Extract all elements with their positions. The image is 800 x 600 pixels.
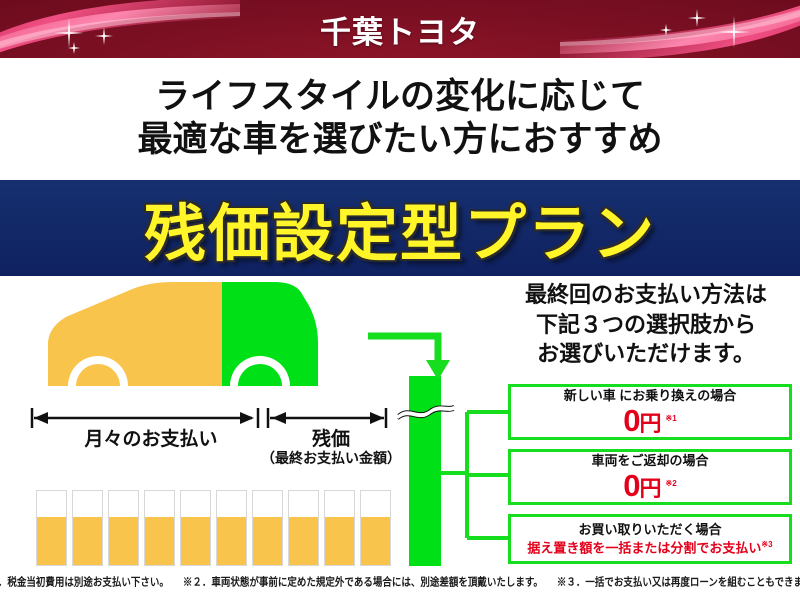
option-bracket [441, 410, 509, 540]
poster-header: 千葉トヨタ [0, 0, 800, 58]
car-silhouette-icon [26, 282, 386, 408]
monthly-payment-label: 月々のお支払い [84, 429, 218, 450]
option-box-trade-in[interactable]: 新しい車 にお乗り換えの場合 0 円 ※1 [508, 384, 792, 440]
option-red-text: 据え置き額を一括または分割でお支払い [527, 540, 762, 556]
amount-number: 0 [623, 467, 640, 503]
bar-month-3 [108, 490, 139, 566]
plan-banner: 残価設定型プラン [0, 180, 800, 276]
amount-unit: 円 [639, 410, 662, 436]
footnote-1: ※１．税金当初費用は別途お支払い下さい。 [0, 576, 169, 589]
option-amount: 0 円 ※1 [623, 405, 676, 436]
diagram-area: 月々のお支払い 残価 （最終お支払い金額） [0, 276, 800, 566]
payment-bar-chart [36, 480, 410, 566]
amount-number: 0 [623, 402, 640, 438]
residual-value-label: 残価 [311, 429, 350, 450]
explainer-line-2: 下記３つの選択肢から [535, 311, 756, 337]
option-box-buyout[interactable]: お買い取りいただく場合 据え置き額を一括または分割でお支払い※3 [508, 514, 792, 564]
bar-month-9 [324, 490, 355, 566]
footnote-row: ※１．税金当初費用は別途お支払い下さい。 ※２．車両状態が事前に定めた規定外であ… [0, 573, 800, 589]
option-footnote-ref: ※3 [761, 539, 773, 549]
bar-month-2 [72, 490, 103, 566]
dimension-arrows [30, 408, 388, 428]
option-box-return[interactable]: 車両をご返却の場合 0 円 ※2 [508, 449, 792, 505]
bar-month-4 [144, 490, 175, 566]
option-title: 車両をご返却の場合 [591, 453, 709, 469]
final-payment-explainer: 最終回のお支払い方法は 下記３つの選択肢から お選びいただけます。 [496, 280, 796, 369]
subhead-line-1: ライフスタイルの変化に応じて [154, 76, 645, 116]
option-title: 新しい車 にお乗り換えの場合 [563, 388, 737, 404]
flow-arrow-icon [368, 332, 450, 380]
bar-month-5 [180, 490, 211, 566]
explainer-line-1: 最終回のお支払い方法は [524, 282, 767, 307]
explainer-line-3: お選びいただけます。 [537, 341, 755, 367]
bar-month-8 [288, 490, 319, 566]
plan-banner-text: 残価設定型プラン [143, 200, 656, 269]
option-amount: 0 円 ※2 [623, 470, 676, 501]
amount-unit: 円 [639, 475, 662, 501]
bar-month-6 [216, 490, 247, 566]
residual-value-sublabel: （最終お支払い金額） [261, 450, 401, 466]
option-red-note: 据え置き額を一括または分割でお支払い※3 [527, 540, 772, 556]
brand-title: 千葉トヨタ [320, 14, 480, 50]
footnote-3: ※３．一括でお支払い又は再度ローンを組むこともできます。 [556, 576, 800, 589]
amount-footnote-ref: ※2 [665, 478, 677, 488]
option-title: お買い取りいただく場合 [578, 522, 722, 538]
amount-footnote-ref: ※1 [665, 413, 677, 423]
bar-month-1 [36, 490, 67, 566]
bar-month-10 [360, 490, 391, 566]
footnotes-bar: ※１．税金当初費用は別途お支払い下さい。 ※２．車両状態が事前に定めた規定外であ… [0, 566, 800, 600]
footnote-2: ※２．車両状態が事前に定めた規定外である場合には、別途差額を頂戴いたします。 [182, 576, 543, 589]
bar-month-7 [252, 490, 283, 566]
axis-break-icon [397, 405, 455, 420]
subhead-block: ライフスタイルの変化に応じて 最適な車を選びたい方におすすめ [0, 58, 800, 178]
subhead-line-2: 最適な車を選びたい方におすすめ [137, 120, 663, 159]
